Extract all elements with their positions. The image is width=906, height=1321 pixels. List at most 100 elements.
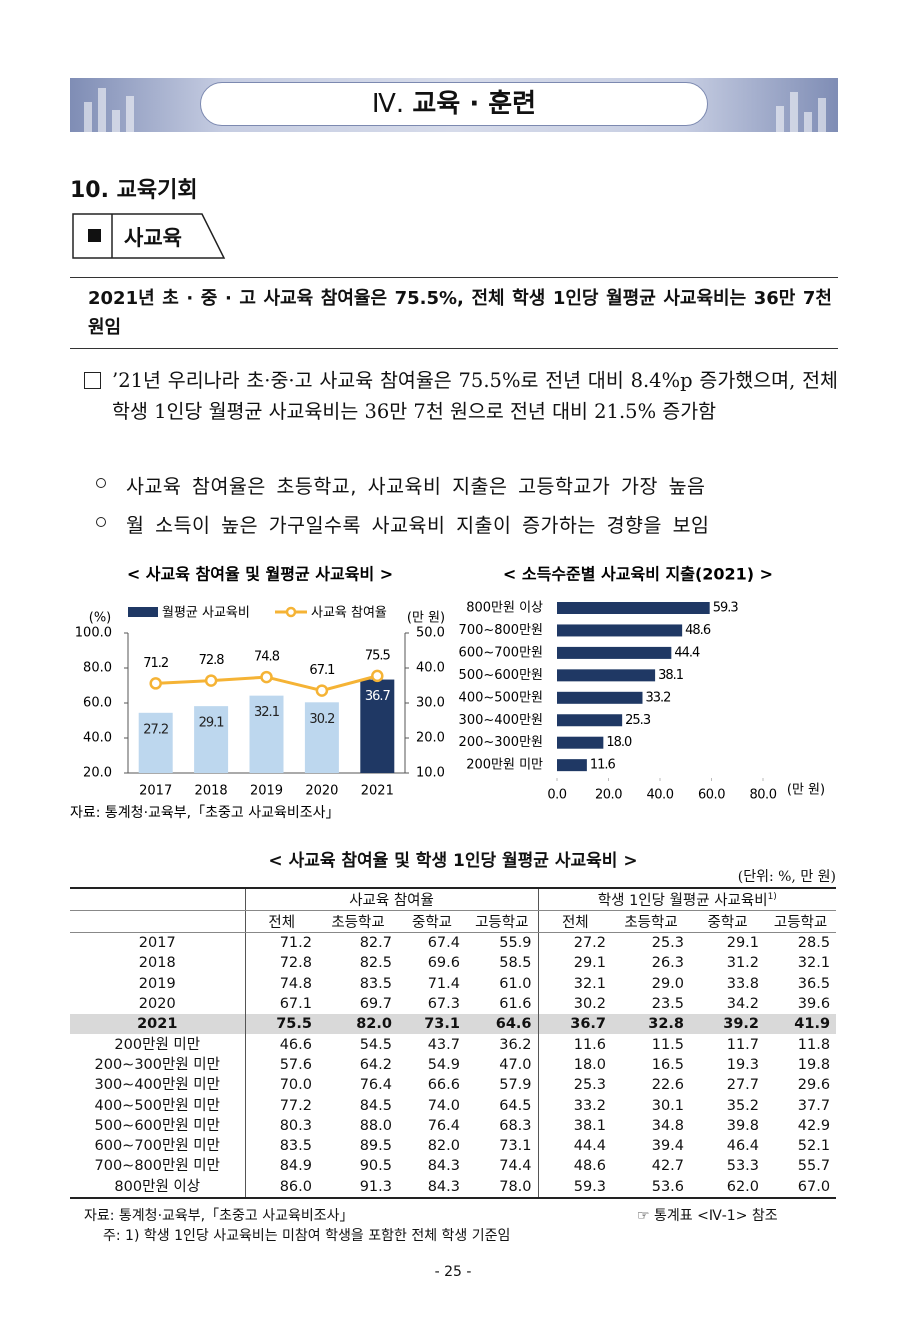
table-group-header: 학생 1인당 월평균 사교육비1) [537,887,837,911]
table-cell: 76.4 [359,1077,392,1094]
table-cell: 11.6 [537,1034,613,1055]
table-cell: 34.8 [651,1117,685,1134]
y-tick-label: 80.0 [83,661,112,676]
table-cell: 39.6 [797,996,831,1013]
table-cell: 54.5 [359,1036,392,1053]
table-corner [70,910,245,933]
y-tick-label: 800만원 이상 [466,601,543,616]
table-row: 600∼700만원 미만 83.5 89.5 82.0 73.1 44.4 39.4 46.4… [70,1135,836,1157]
table-cell: 19.3 [726,1056,760,1073]
table-cell: 36.2 [499,1036,532,1053]
table-cell: 25.3 [651,935,685,952]
table-cell: 69.6 [427,955,460,972]
table-reference: ☞ 통계표 <Ⅳ-1> 참조 [637,1208,778,1224]
line-marker [204,674,218,687]
table-cell: 33.8 [726,975,760,992]
chapter-name: 교육 · 훈련 [412,89,537,119]
table-cell: 70.0 [244,1075,318,1096]
bar [360,679,395,773]
table-row: 500∼600만원 미만 80.3 88.0 76.4 68.3 38.1 34.8 39.8… [70,1115,836,1136]
bar-label: 25.3 [625,713,651,728]
table-column-header: 고등학교 [765,910,837,933]
table-cell: 46.4 [726,1138,760,1155]
paragraph: ’21년 우리나라 초·중·고 사교육 참여율은 75.5%로 전년 대비 8.… [112,369,838,423]
row-label: 300∼400만원 미만 [94,1077,220,1094]
table-column-header: 전체 [244,910,318,933]
bar [557,736,604,749]
row-label: 2019 [138,975,176,992]
bar-label: 27.2 [143,722,168,737]
table-cell: 28.5 [797,935,831,952]
x-tick-label: 2019 [250,784,283,799]
table-cell: 38.1 [537,1115,613,1136]
table-cell: 32.8 [612,1014,691,1035]
row-label: 2021 [70,1014,245,1035]
bar-label: 44.4 [674,645,700,660]
bar-label: 11.6 [590,758,616,773]
table-cell: 73.1 [398,1014,466,1035]
y2-tick-label: 50.0 [416,626,445,641]
table-cell: 57.6 [244,1054,318,1076]
bar-label: 59.3 [713,601,739,616]
table-cell: 76.4 [427,1117,460,1134]
chapter-numeral: Ⅳ. [371,89,405,119]
y-tick-label: 600~700만원 [459,645,543,660]
row-label: 2020 [138,996,176,1013]
bar [249,695,284,773]
subsection-frame [72,213,226,259]
table-cell: 33.2 [537,1095,613,1116]
y-tick-label: 100.0 [75,626,112,641]
table-column-header: 초등학교 [318,910,398,933]
table-cell: 67.1 [244,993,318,1015]
line-marker [315,684,329,697]
table-cell: 54.9 [427,1056,460,1073]
subsection-title: 사교육 [124,226,182,250]
table-cell: 30.1 [651,1097,685,1114]
table-cell: 11.8 [797,1036,831,1053]
row-label: 700∼800만원 미만 [94,1158,220,1175]
table-source: 자료: 통계청·교육부,「초중고 사교육비조사」 [84,1208,354,1224]
row-label: 500∼600만원 미만 [94,1117,220,1134]
table-row: 2018 72.8 82.5 69.6 58.5 29.1 26.3 31.2 32.1 [70,953,836,974]
table-cell: 90.5 [359,1158,392,1175]
point-marker [96,478,106,488]
table-cell: 84.3 [427,1158,460,1175]
table-unit: (단위: %, 만 원) [737,869,836,885]
chart-title: < 소득수준별 사교육비 지출(2021) > [503,565,773,584]
table-cell: 26.3 [651,955,685,972]
table-column-header: 초등학교 [612,910,691,933]
x-tick-label: 2021 [361,784,394,799]
table-cell: 11.7 [726,1036,760,1053]
table-title: < 사교육 참여율 및 학생 1인당 월평균 사교육비 > [268,851,638,871]
table-cell: 42.9 [797,1117,831,1134]
bar [557,759,587,772]
bar-label: 29.1 [199,716,225,731]
point: 사교육 참여율은 초등학교, 사교육비 지출은 고등학교가 가장 높음 [126,475,706,498]
table-row: 700∼800만원 미만 84.9 90.5 84.3 74.4 48.6 42.7 53.3… [70,1156,836,1177]
table-cell: 11.5 [651,1036,685,1053]
table-cell: 43.7 [427,1036,460,1053]
table-cell: 36.7 [537,1014,613,1035]
table-group-note: 1) [767,892,777,903]
table-cell: 35.2 [726,1097,760,1114]
table-cell: 82.7 [359,935,392,952]
subsection-marker [88,229,101,242]
line-marker [371,669,384,683]
table-note: 주: 1) 학생 1인당 사교육비는 미참여 학생을 포함한 전체 학생 기준임 [103,1228,511,1244]
table-cell: 53.3 [726,1158,760,1175]
table-row: 2020 67.1 69.7 67.3 61.6 30.2 23.5 34.2 39.6 [70,993,836,1015]
point-marker [96,517,106,527]
table-cell: 74.8 [244,973,318,994]
table-cell: 64.6 [466,1014,539,1035]
row-label: 600∼700만원 미만 [94,1138,220,1155]
table-cell: 74.0 [427,1097,460,1114]
y-tick-label: 60.0 [83,696,112,711]
table-cell: 29.6 [797,1077,831,1094]
x-tick-label: 80.0 [750,788,777,803]
table-row: 200∼300만원 미만 57.6 64.2 54.9 47.0 18.0 16.5 19.3… [70,1054,836,1076]
row-label: 400∼500만원 미만 [94,1097,220,1114]
table-cell: 68.3 [499,1117,532,1134]
table-cell: 53.6 [612,1176,691,1199]
y-tick-label: 500~600만원 [459,668,543,683]
bar [557,624,683,637]
